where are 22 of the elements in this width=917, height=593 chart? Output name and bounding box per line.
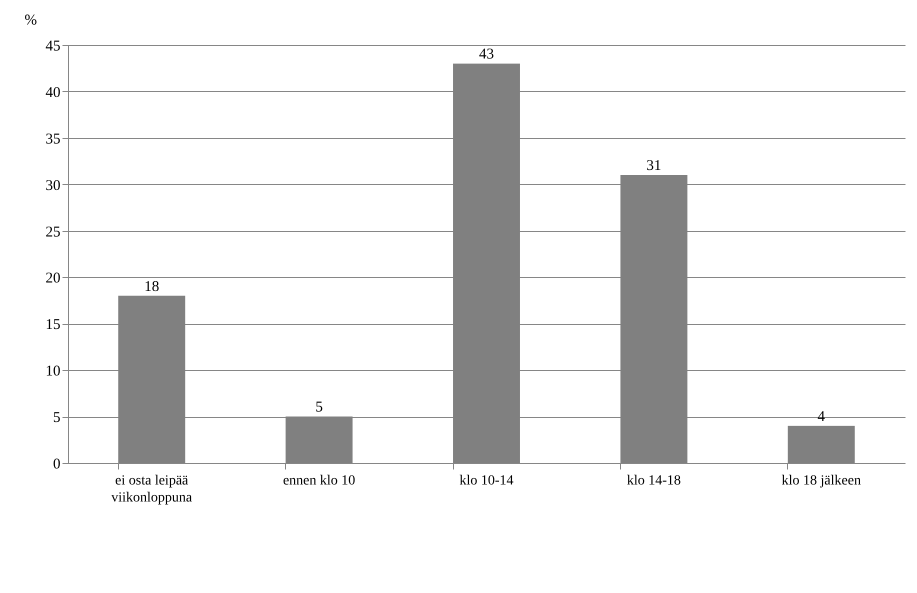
x-tick-label: ennen klo 10 bbox=[282, 474, 356, 488]
x-tick-label: klo 10-14 bbox=[459, 474, 514, 488]
y-tick-label: 40 bbox=[46, 84, 60, 101]
x-tick-label: klo 14-18 bbox=[626, 474, 681, 488]
y-tick-label: 20 bbox=[46, 270, 60, 287]
bar bbox=[788, 426, 855, 463]
data-label: 18 bbox=[144, 278, 160, 295]
y-tick-label: 45 bbox=[46, 38, 60, 54]
y-tick-label: 15 bbox=[46, 317, 60, 334]
y-tick-label: 30 bbox=[46, 178, 60, 194]
x-tick-label: klo 18 jälkeen bbox=[782, 474, 861, 488]
y-tick-label: 10 bbox=[46, 364, 60, 380]
data-label: 5 bbox=[315, 400, 323, 416]
y-axis-title: % bbox=[24, 12, 37, 28]
y-tick-label: 0 bbox=[53, 456, 60, 472]
x-tick-label: ei osta leipää viikonloppuna bbox=[111, 474, 193, 506]
data-label: 4 bbox=[818, 408, 826, 425]
data-label: 31 bbox=[646, 158, 662, 174]
y-tick-label: 25 bbox=[46, 224, 60, 240]
data-label: 43 bbox=[479, 46, 494, 63]
y-tick-label: 35 bbox=[46, 131, 60, 148]
y-tick-label: 5 bbox=[53, 410, 60, 426]
